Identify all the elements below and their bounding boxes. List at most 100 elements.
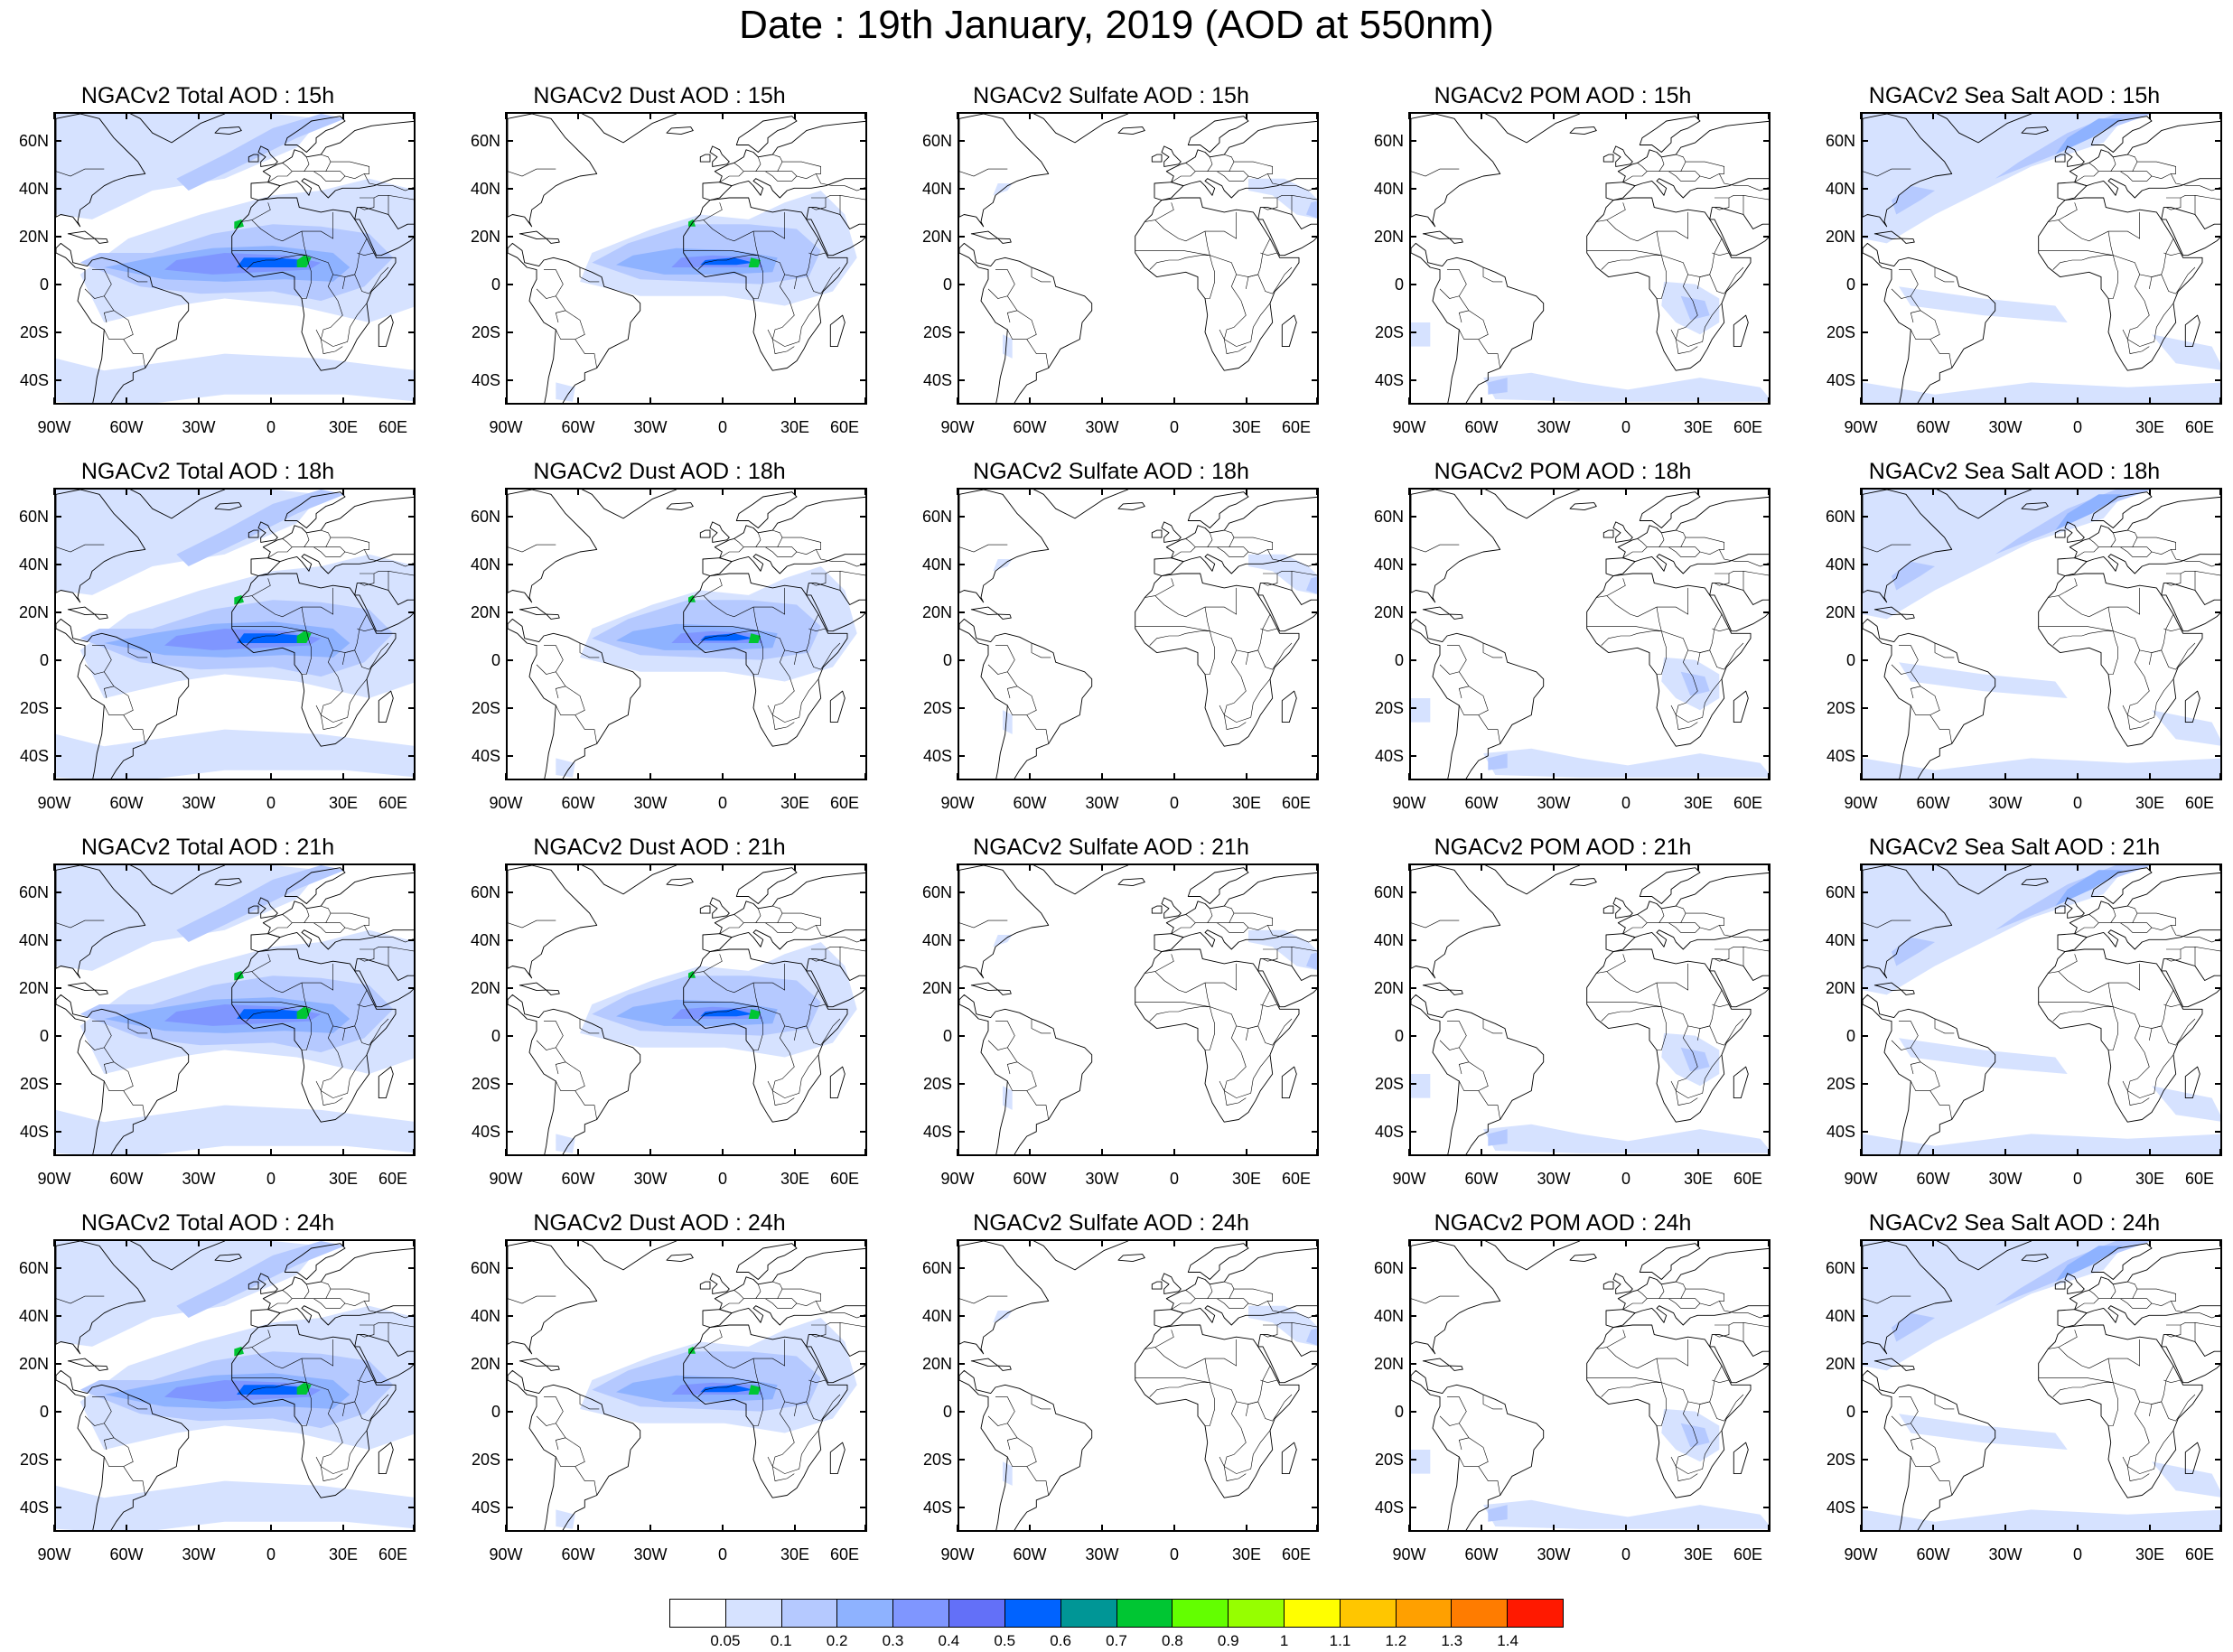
lon-tick-label: 30W	[1085, 794, 1119, 812]
country-border	[771, 274, 819, 347]
country-border	[1647, 156, 1665, 173]
coastline	[666, 502, 694, 511]
country-border	[1257, 1394, 1293, 1422]
lat-tick	[506, 1411, 513, 1414]
aod-field	[2152, 1461, 2220, 1498]
lon-tick-label: 60W	[561, 794, 595, 812]
country-border	[2122, 705, 2150, 730]
country-border	[320, 649, 368, 723]
country-border	[2107, 231, 2174, 277]
aod-field	[1003, 334, 1013, 359]
coastline	[1117, 502, 1145, 511]
coastline	[666, 126, 694, 135]
country-border	[1217, 546, 1249, 557]
coastline	[1863, 865, 1953, 979]
country-border	[364, 925, 414, 943]
lat-tick	[1763, 1083, 1771, 1086]
lat-tick	[1763, 1411, 1771, 1414]
coastline	[262, 496, 414, 574]
coastline	[2064, 1273, 2085, 1294]
country-border	[579, 267, 600, 283]
coastline	[2161, 1334, 2220, 1384]
country-border	[2052, 630, 2119, 675]
lon-tick	[2149, 863, 2151, 871]
lon-tick	[957, 1239, 958, 1246]
lon-tick	[1316, 1525, 1318, 1532]
lat-tick	[54, 891, 61, 893]
coastline	[508, 865, 598, 979]
lon-tick-label: 0	[2072, 794, 2082, 812]
country-border	[388, 1322, 414, 1328]
coastline	[806, 958, 865, 1008]
lon-tick	[1316, 773, 1318, 780]
country-border	[1135, 1002, 1210, 1007]
lat-tick	[860, 611, 867, 614]
lon-tick	[794, 488, 796, 495]
lon-tick	[198, 488, 200, 495]
country-border	[1863, 544, 1911, 553]
lon-tick	[864, 397, 866, 405]
aod-field	[1248, 929, 1317, 971]
coastline	[1733, 314, 1749, 348]
country-border	[808, 252, 828, 258]
lon-tick	[1553, 773, 1555, 780]
country-border	[2074, 1290, 2099, 1310]
country-border	[1263, 195, 1293, 215]
lon-tick	[794, 1149, 796, 1156]
coastline	[1411, 1241, 1501, 1355]
lat-tick	[1763, 379, 1771, 382]
lon-tick-label: 30W	[633, 794, 668, 812]
coastline	[1639, 1243, 1701, 1280]
coastline	[129, 114, 226, 144]
map-frame	[54, 1239, 416, 1532]
map-panel: NGACv2 Sulfate AOD : 18h 60N 40N 20N 0 20S 40S…	[903, 459, 1319, 829]
coastline	[1151, 1281, 1163, 1290]
country-border	[1596, 202, 1626, 222]
country-border	[1911, 671, 1940, 715]
country-border	[1697, 649, 1710, 665]
lat-tick	[958, 1314, 965, 1317]
colorbar-label: 0.2	[826, 1632, 848, 1649]
aod-field	[1899, 662, 2068, 698]
lon-tick	[649, 397, 651, 405]
coastline	[1449, 238, 1463, 244]
lat-tick	[1763, 1035, 1771, 1038]
coastline	[1411, 1369, 1545, 1530]
lon-tick	[649, 863, 651, 871]
map-frame	[1409, 1239, 1771, 1532]
aod-field	[2152, 710, 2220, 746]
colorbar-label: 0.5	[994, 1632, 1016, 1649]
country-border	[575, 714, 597, 744]
lat-tick-label: 40S	[471, 1123, 500, 1142]
aod-map	[959, 1241, 1317, 1530]
country-border	[1647, 532, 1665, 548]
lon-tick-label: 30W	[633, 1170, 668, 1188]
country-border	[313, 546, 346, 557]
coastline	[248, 154, 259, 163]
coastline	[1863, 1241, 1953, 1355]
lon-tick	[53, 773, 55, 780]
country-border	[2163, 1003, 2183, 1010]
lon-tick-label: 30E	[1231, 418, 1262, 436]
lat-tick-label: 20S	[471, 323, 500, 342]
lon-tick	[413, 1525, 415, 1532]
coastline	[1901, 613, 1915, 620]
coastline	[1602, 529, 1614, 538]
country-border	[1195, 1283, 1213, 1300]
lat-tick	[1763, 938, 1771, 941]
country-border	[1934, 1019, 1955, 1034]
country-border	[1458, 1437, 1470, 1451]
country-border	[359, 949, 375, 962]
lon-tick-label: 30W	[1085, 1170, 1119, 1188]
lon-tick	[957, 773, 958, 780]
country-border	[2052, 255, 2119, 299]
country-border	[1586, 1377, 1662, 1383]
country-border	[1204, 231, 1271, 277]
country-border	[536, 1021, 564, 1050]
country-border	[315, 329, 343, 354]
lon-tick	[2077, 1149, 2079, 1156]
coastline	[231, 573, 397, 747]
country-border	[1411, 919, 1460, 929]
lon-tick	[2219, 773, 2221, 780]
country-border	[1686, 537, 1725, 555]
